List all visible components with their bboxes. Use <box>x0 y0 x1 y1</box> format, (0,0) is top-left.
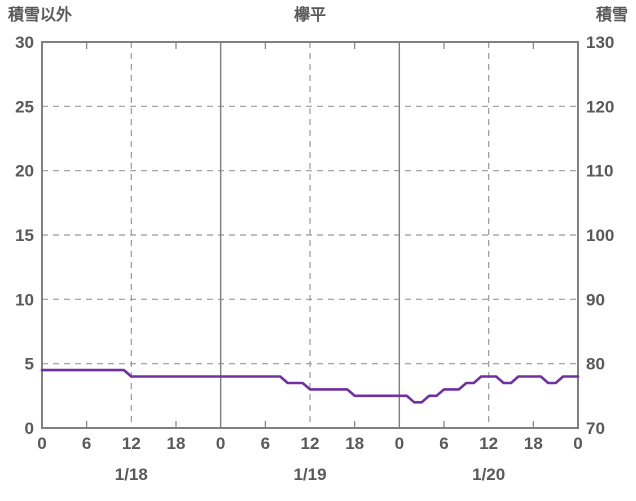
x-axis-day-label: 1/19 <box>293 465 326 484</box>
y-axis-tick-label-left: 15 <box>15 226 34 245</box>
x-axis-tick-label: 18 <box>524 434 543 453</box>
snow-depth-series-line <box>40 368 580 404</box>
y-axis-tick-label-right: 110 <box>586 162 613 181</box>
y-axis-tick-label-right: 70 <box>586 419 605 438</box>
y-axis-tick-label-left: 30 <box>15 33 34 52</box>
x-axis-tick-label: 6 <box>82 434 91 453</box>
y-axis-tick-label-right: 100 <box>586 226 614 245</box>
y-axis-tick-label-left: 20 <box>15 162 34 181</box>
x-axis-tick-label: 0 <box>37 434 46 453</box>
x-axis-day-label: 1/18 <box>115 465 148 484</box>
x-axis-tick-label: 12 <box>301 434 320 453</box>
left-axis-title: 積雪以外 <box>8 7 73 24</box>
plot-border <box>41 41 579 429</box>
x-axis-tick-label: 0 <box>216 434 225 453</box>
y-axis-tick-label-left: 25 <box>15 97 34 116</box>
y-axis-tick-label-left: 10 <box>15 290 34 309</box>
x-axis-day-label: 1/20 <box>472 465 505 484</box>
x-axis-tick-label: 12 <box>479 434 498 453</box>
right-axis-title: 積雪 <box>595 7 628 24</box>
y-axis-tick-label-right: 80 <box>586 355 605 374</box>
y-axis-tick-label-right: 120 <box>586 97 614 116</box>
y-axis-tick-label-right: 90 <box>586 290 605 309</box>
chart-title: 欅平 <box>293 7 326 24</box>
x-axis-tick-label: 18 <box>167 434 186 453</box>
y-axis-tick-label-right: 130 <box>586 33 614 52</box>
x-axis-tick-label: 6 <box>261 434 270 453</box>
x-axis-tick-label: 0 <box>395 434 404 453</box>
x-axis-tick-label: 18 <box>345 434 364 453</box>
x-axis-tick-label: 6 <box>439 434 448 453</box>
x-axis-tick-label: 12 <box>122 434 141 453</box>
y-axis-tick-label-left: 5 <box>25 355 34 374</box>
y-axis-tick-label-left: 0 <box>25 419 34 438</box>
x-axis-tick-label: 0 <box>573 434 582 453</box>
